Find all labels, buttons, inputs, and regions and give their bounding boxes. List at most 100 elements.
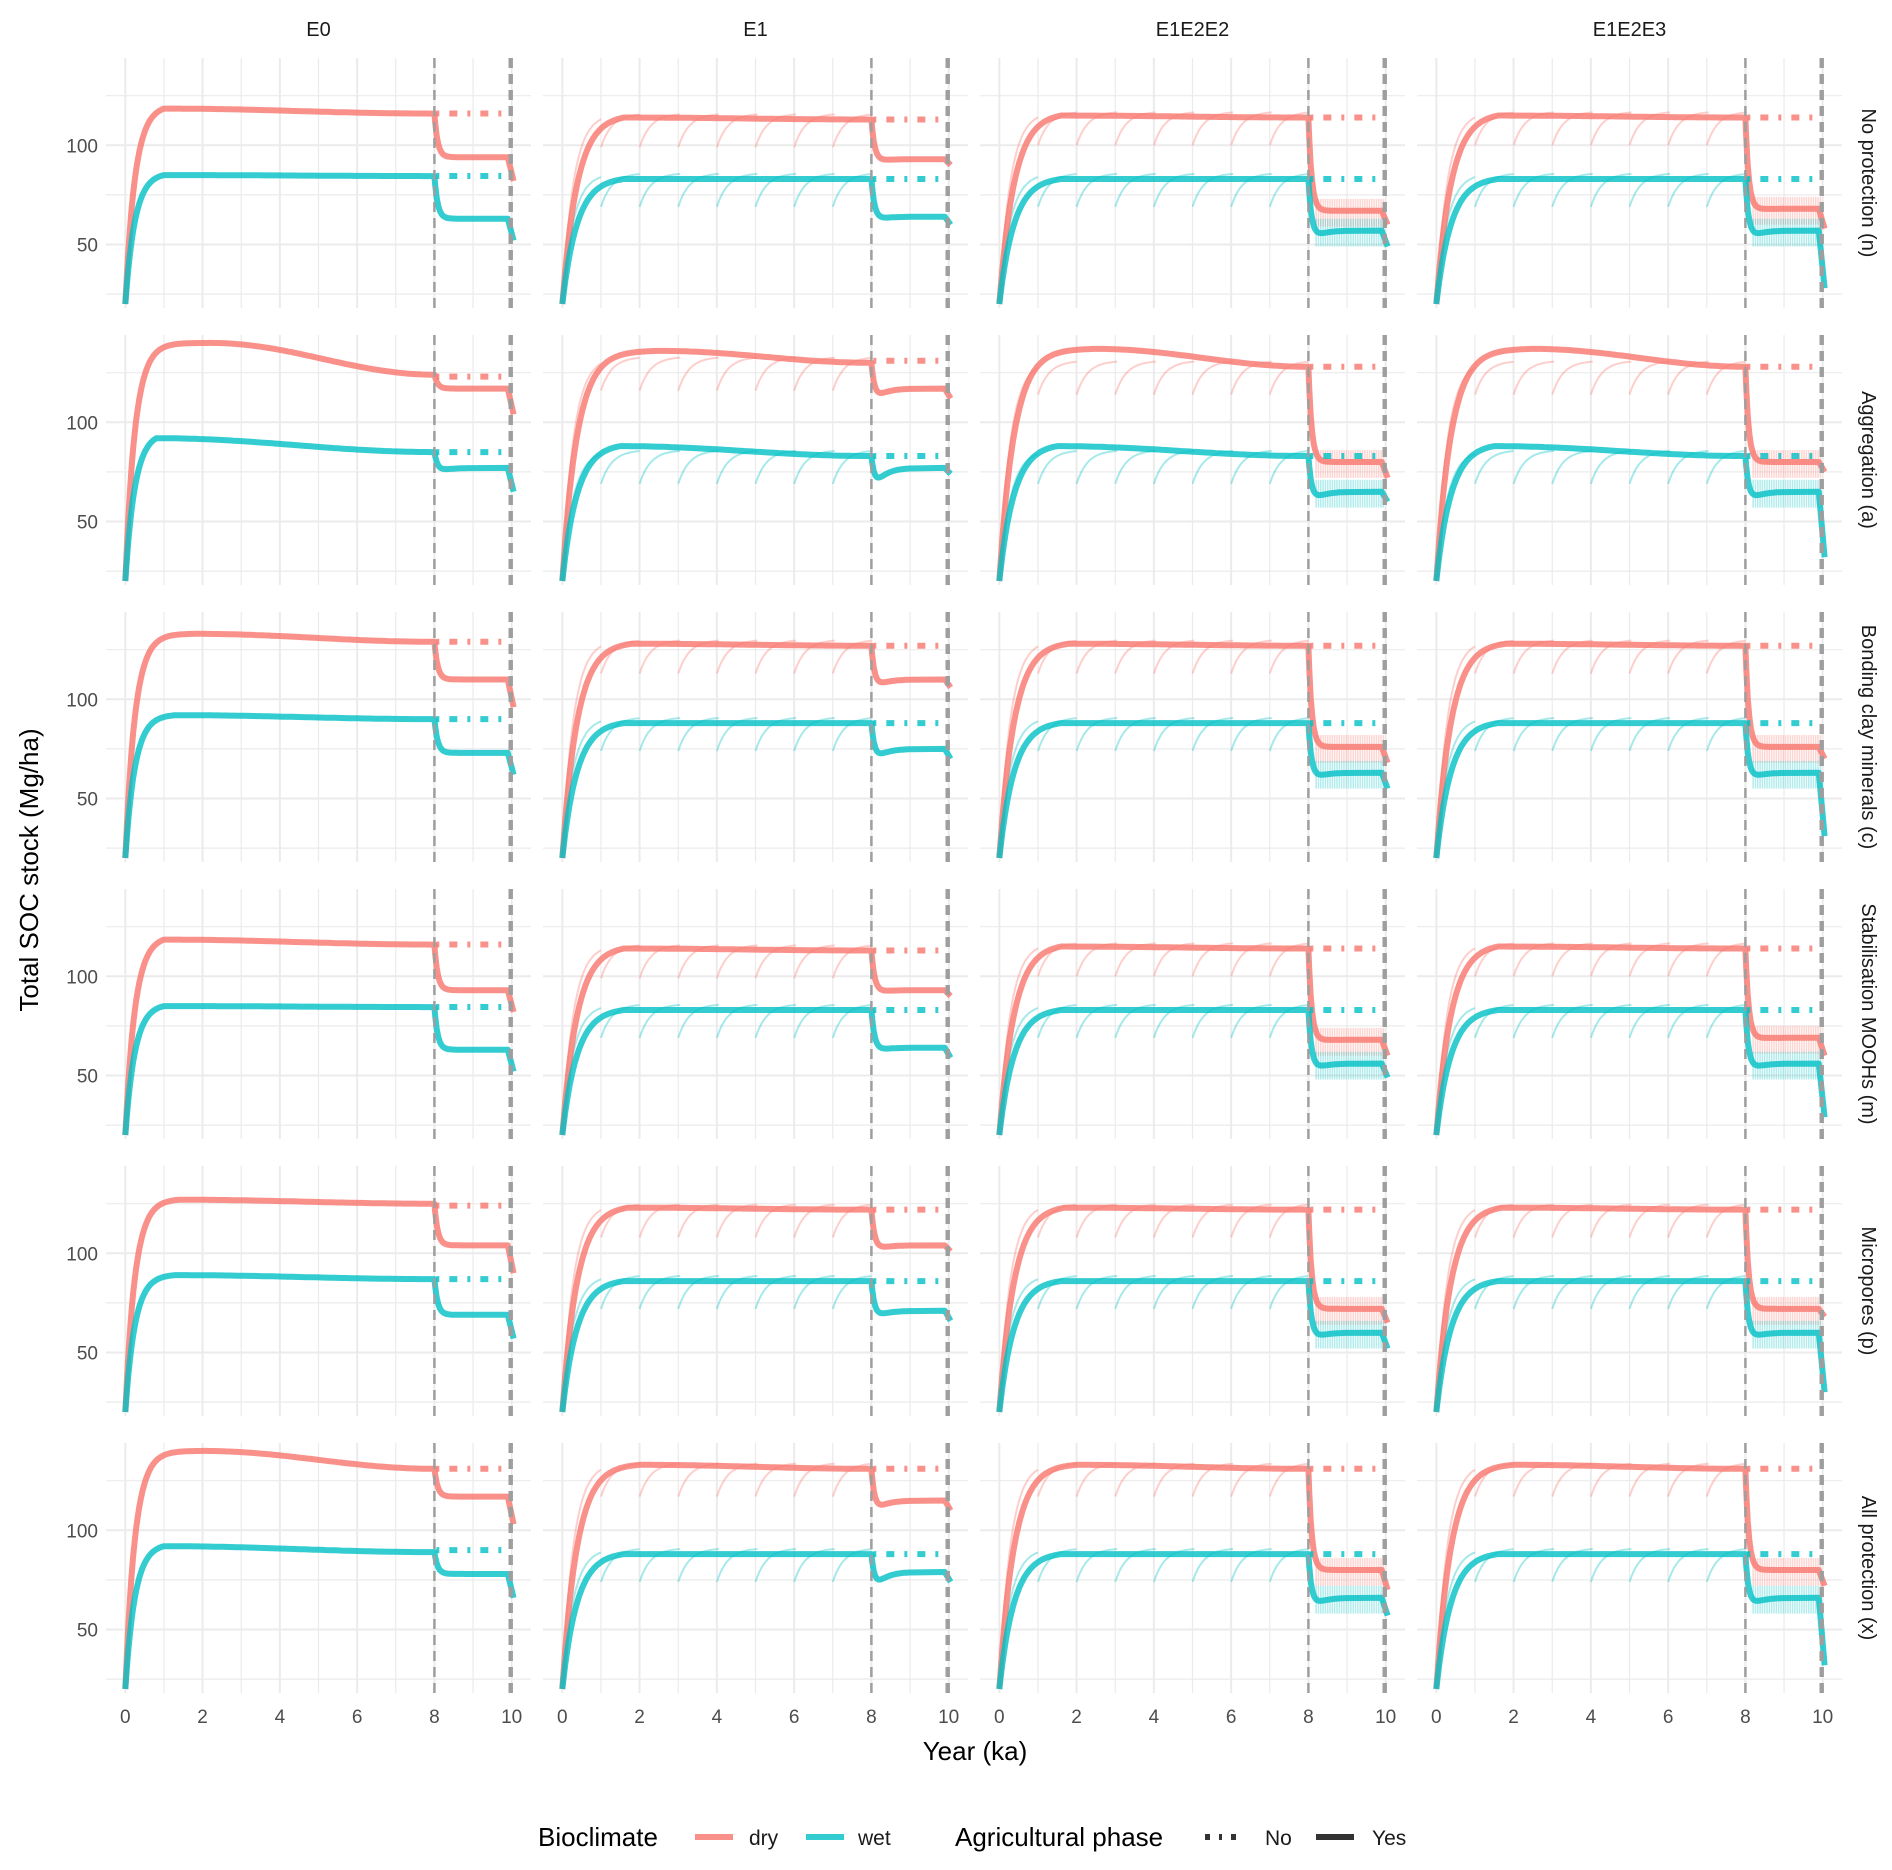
y-tick-label: 100: [66, 413, 98, 434]
series-wet-agri-yes: [122, 712, 517, 859]
ensemble-line-dry: [1075, 360, 1118, 395]
series-dry-agri-yes: [122, 339, 517, 582]
x-tick-label: 2: [634, 1707, 645, 1728]
series-dry-agri-yes: [122, 1196, 517, 1413]
grid-layer: [106, 58, 1842, 1693]
column-strip-label: E1: [743, 19, 767, 41]
x-tick-label: 6: [1226, 1707, 1237, 1728]
series-dry-agri-yes: [559, 640, 954, 859]
x-tick-label: 6: [789, 1707, 800, 1728]
ensemble-line-dry: [638, 356, 681, 391]
ensemble-line-dry: [1037, 360, 1077, 395]
legend-title-agri: Agricultural phase: [955, 1822, 1163, 1852]
series-wet-agri-yes: [996, 720, 1391, 859]
series-dry-agri-yes: [122, 630, 517, 859]
y-tick-label: 50: [77, 790, 98, 811]
x-tick-label: 8: [429, 1707, 440, 1728]
series-wet-agri-yes: [996, 1278, 1391, 1413]
row-strip-label: All protection (x): [1857, 1496, 1879, 1641]
y-tick-label: 50: [77, 236, 98, 257]
series-dry-agri-yes: [996, 1461, 1391, 1690]
x-tick-label: 10: [501, 1707, 522, 1728]
series-dry-agri-yes: [996, 943, 1391, 1136]
series-wet-agri-yes: [122, 1003, 517, 1136]
x-tick-label: 8: [1740, 1707, 1751, 1728]
series-dry-agri-yes: [559, 1461, 954, 1690]
series-wet-agri-yes: [1433, 1007, 1828, 1136]
x-tick-label: 0: [120, 1707, 131, 1728]
x-tick-label: 8: [1303, 1707, 1314, 1728]
series-dry-agri-yes: [559, 1204, 953, 1413]
series-layer: [122, 105, 1828, 1690]
legend-label-no: No: [1265, 1827, 1292, 1850]
series-dry-agri-yes: [1433, 640, 1828, 859]
series-wet-agri-yes: [559, 1551, 954, 1690]
x-tick-label: 0: [1431, 1707, 1442, 1728]
x-tick-label: 6: [1663, 1707, 1674, 1728]
series-wet-agri-yes: [1433, 443, 1828, 582]
series-wet-agri-yes: [1433, 720, 1828, 859]
series-wet-agri-yes: [122, 172, 517, 305]
row-strip-label: No protection (n): [1857, 109, 1879, 258]
legend: Bioclimate dry wet Agricultural phase No…: [538, 1822, 1406, 1852]
x-tick-label: 10: [1812, 1707, 1833, 1728]
series-wet-agri-yes: [996, 1007, 1391, 1136]
ensemble-line-dry: [1114, 360, 1156, 395]
series-dry-agri-yes: [1433, 1204, 1828, 1413]
y-tick-label: 50: [77, 1621, 98, 1642]
y-tick-label: 100: [66, 690, 98, 711]
series-dry-agri-yes: [122, 936, 517, 1136]
ensemble-line-dry: [1191, 360, 1234, 395]
x-tick-label: 4: [1586, 1707, 1597, 1728]
y-tick-label: 100: [66, 136, 98, 157]
legend-label-yes: Yes: [1372, 1827, 1406, 1850]
series-wet-agri-yes: [996, 176, 1391, 305]
x-tick-label: 10: [938, 1707, 959, 1728]
series-wet-agri-yes: [559, 1278, 954, 1413]
ensemble-line-wet: [715, 449, 758, 485]
row-strip-label: Micropores (p): [1857, 1227, 1879, 1356]
y-tick-label: 100: [66, 1521, 98, 1542]
ensemble-line-wet: [600, 450, 640, 485]
legend-label-dry: dry: [749, 1827, 779, 1850]
series-wet-agri-yes: [559, 176, 954, 305]
series-wet-agri-yes: [1433, 176, 1828, 305]
ensemble-line-dry: [600, 356, 640, 391]
series-dry-agri-yes: [996, 112, 1391, 305]
series-wet-agri-yes: [1433, 1551, 1828, 1690]
series-dry-agri-yes: [1433, 1461, 1828, 1690]
ensemble-layer: [561, 111, 1822, 1690]
series-dry-agri-yes: [996, 1204, 1391, 1413]
ensemble-line-wet: [1075, 449, 1118, 485]
series-wet-agri-yes: [122, 1543, 517, 1690]
series-dry-agri-yes: [996, 345, 1391, 582]
ensemble-line-dry: [1551, 360, 1593, 395]
ensemble-line-dry: [1152, 360, 1195, 395]
legend-title-bioclimate: Bioclimate: [538, 1822, 658, 1852]
ensemble-line-wet: [1114, 449, 1156, 485]
row-strip-label: Bonding clay minerals (c): [1857, 625, 1879, 850]
series-wet-agri-yes: [122, 435, 517, 582]
ensemble-line-wet: [1512, 449, 1555, 485]
ensemble-line-wet: [677, 449, 719, 485]
series-dry-agri-yes: [559, 945, 953, 1136]
series-wet-agri-yes: [559, 443, 953, 582]
ensemble-line-dry: [677, 356, 719, 391]
x-tick-label: 10: [1375, 1707, 1396, 1728]
series-wet-agri-yes: [559, 720, 954, 859]
x-tick-label: 8: [866, 1707, 877, 1728]
x-tick-label: 4: [1149, 1707, 1160, 1728]
series-dry-agri-yes: [1433, 112, 1828, 305]
ensemble-line-wet: [1589, 449, 1632, 485]
x-tick-label: 4: [712, 1707, 723, 1728]
series-dry-agri-yes: [559, 347, 954, 582]
x-tick-label: 0: [557, 1707, 568, 1728]
column-strip-label: E0: [306, 19, 330, 41]
x-tick-label: 2: [1071, 1707, 1082, 1728]
ensemble-line-dry: [1628, 360, 1671, 395]
ensemble-line-wet: [1037, 450, 1077, 485]
x-tick-label: 2: [197, 1707, 208, 1728]
column-strip-label: E1E2E2: [1156, 19, 1229, 41]
